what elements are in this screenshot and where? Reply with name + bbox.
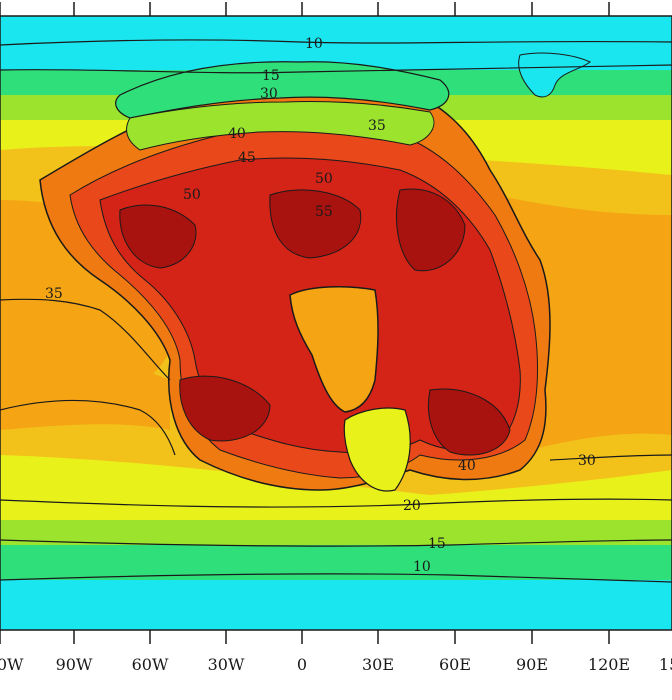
x-tick-30e: 30E	[362, 655, 394, 674]
contour-label-10-north: 10	[305, 36, 323, 52]
contour-label-50-west: 50	[183, 187, 201, 203]
interior-sea	[289, 285, 379, 413]
contour-label-10-south: 10	[413, 559, 431, 575]
contour-label-15-north: 15	[262, 68, 280, 84]
contour-10-north	[0, 39, 672, 46]
map-plot-area	[0, 16, 672, 630]
x-tick-60e: 60E	[439, 655, 471, 674]
contour-35-west	[0, 298, 171, 381]
north-coast-20	[126, 101, 435, 151]
contour-30-west	[0, 399, 176, 456]
contour-labels: 10 15 30 40 45 50 50 55 35 35 30 40 20 1…	[45, 36, 596, 575]
core-55-b	[119, 204, 197, 269]
x-tick-90e: 90E	[516, 655, 548, 674]
x-tick-30w: 30W	[208, 655, 245, 674]
x-tick-150e: 150E	[659, 655, 672, 674]
contour-label-55: 55	[315, 204, 333, 220]
core-55-e	[427, 388, 511, 456]
east-sea-arm	[518, 52, 591, 98]
contour-label-35-north: 35	[368, 118, 386, 134]
contour-15-north	[0, 64, 672, 74]
contour-label-50-north: 50	[315, 171, 333, 187]
contour-label-35-west: 35	[45, 286, 63, 302]
contour-label-20-south: 20	[403, 498, 421, 514]
x-tick-0: 0	[297, 655, 307, 674]
core-55-a	[269, 189, 362, 259]
contour-30-south	[549, 454, 672, 461]
x-tick-90w: 90W	[56, 655, 93, 674]
contour-label-30-south: 30	[578, 453, 596, 469]
band-35-low	[0, 345, 170, 430]
contour-20-south	[0, 498, 672, 508]
contour-15-south	[0, 539, 672, 547]
contour-10-south	[0, 573, 672, 583]
contour-label-40: 40	[228, 126, 246, 142]
core-55-d	[179, 375, 271, 442]
core-55-c	[395, 188, 466, 272]
southern-gap	[343, 407, 411, 492]
contour-label-40-south: 40	[458, 458, 476, 474]
contour-label-45: 45	[238, 150, 256, 166]
x-tick-60w: 60W	[132, 655, 169, 674]
contour-label-15-south: 15	[428, 536, 446, 552]
x-tick-120e: 120E	[588, 655, 630, 674]
contour-label-30-north: 30	[260, 86, 278, 102]
x-axis-labels: 120W 90W 60W 30W 0 30E 60E 90E 120E 150E	[0, 655, 672, 674]
map-border	[0, 15, 672, 631]
tick-marks	[0, 2, 610, 644]
x-tick-120w: 120W	[0, 655, 24, 674]
